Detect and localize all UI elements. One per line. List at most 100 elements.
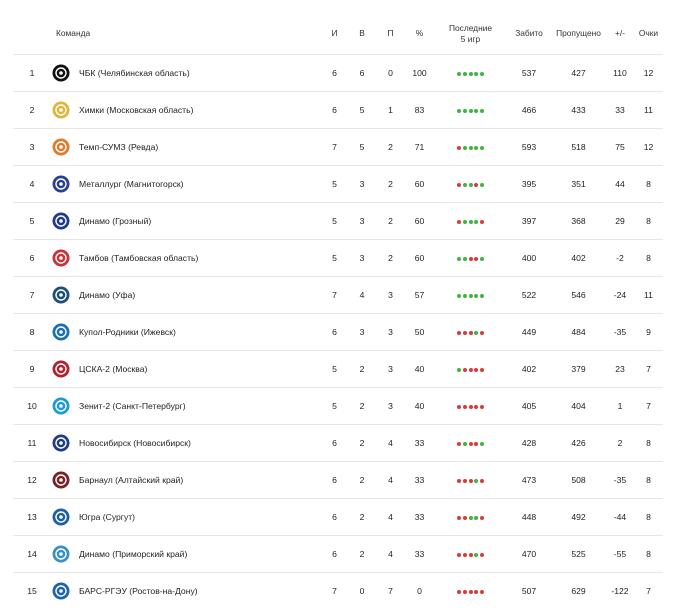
team-cell[interactable]: Югра (Сургут) <box>51 498 321 535</box>
team-name[interactable]: Югра (Сургут) <box>79 511 136 522</box>
team-name[interactable]: Динамо (Уфа) <box>79 289 136 300</box>
form-loss-dot <box>462 367 467 372</box>
form-win-dot <box>474 71 479 76</box>
form-win-dot <box>474 219 479 224</box>
team-cell[interactable]: Металлург (Магнитогорск) <box>51 165 321 202</box>
team-cell[interactable]: Динамо (Грозный) <box>51 202 321 239</box>
team-cell[interactable]: ЦСКА-2 (Москва) <box>51 350 321 387</box>
losses-cell: 7 <box>388 585 393 596</box>
losses-cell: 3 <box>388 363 393 374</box>
form-dots <box>457 478 484 483</box>
team-cell[interactable]: Барнаул (Алтайский край) <box>51 461 321 498</box>
team-name[interactable]: Новосибирск (Новосибирск) <box>79 437 191 448</box>
table-row[interactable]: 1 ЧБК (Челябинская область) 6 6 0 100 53… <box>13 54 663 91</box>
table-row[interactable]: 13 Югра (Сургут) 6 2 4 33 448 492 -44 8 <box>13 498 663 535</box>
team-name[interactable]: Химки (Московская область) <box>79 104 194 115</box>
scored-cell: 522 <box>521 289 537 300</box>
wins-cell: 5 <box>359 104 365 115</box>
team-name[interactable]: Тамбов (Тамбовская область) <box>79 252 199 263</box>
form-loss-dot <box>468 441 473 446</box>
team-cell[interactable]: Новосибирск (Новосибирск) <box>51 424 321 461</box>
table-row[interactable]: 14 Динамо (Приморский край) 6 2 4 33 470… <box>13 535 663 572</box>
diff-cell: 33 <box>615 104 625 115</box>
team-cell[interactable]: Динамо (Приморский край) <box>51 535 321 572</box>
team-name[interactable]: Динамо (Грозный) <box>79 215 152 226</box>
table-row[interactable]: 15 БАРС-РГЭУ (Ростов-на-Дону) 7 0 7 0 50… <box>13 572 663 609</box>
losses-header[interactable]: П <box>387 28 394 39</box>
position-cell: 2 <box>29 104 35 115</box>
position-cell: 6 <box>29 252 35 263</box>
table-row[interactable]: 7 Динамо (Уфа) 7 4 3 57 522 546 -24 11 <box>13 276 663 313</box>
points-header[interactable]: Очки <box>638 28 659 39</box>
last5-cell <box>434 239 507 276</box>
scored-cell: 473 <box>521 474 537 485</box>
team-name[interactable]: Купол-Родники (Ижевск) <box>79 326 176 337</box>
team-name[interactable]: Металлург (Магнитогорск) <box>79 178 184 189</box>
last5-cell <box>434 54 507 91</box>
team-cell[interactable]: Динамо (Уфа) <box>51 276 321 313</box>
team-name[interactable]: ЧБК (Челябинская область) <box>79 67 190 78</box>
scored-cell: 400 <box>521 252 537 263</box>
form-loss-dot <box>479 330 484 335</box>
team-cell[interactable]: Тамбов (Тамбовская область) <box>51 239 321 276</box>
table-row[interactable]: 12 Барнаул (Алтайский край) 6 2 4 33 473… <box>13 461 663 498</box>
form-loss-dot <box>457 589 462 594</box>
table-row[interactable]: 8 Купол-Родники (Ижевск) 6 3 3 50 449 48… <box>13 313 663 350</box>
scored-cell: 405 <box>521 400 537 411</box>
diff-header[interactable]: +/- <box>614 28 625 39</box>
team-cell[interactable]: БАРС-РГЭУ (Ростов-на-Дону) <box>51 572 321 609</box>
conceded-cell: 351 <box>571 178 586 189</box>
team-cell[interactable]: Купол-Родники (Ижевск) <box>51 313 321 350</box>
team-cell[interactable]: Зенит-2 (Санкт-Петербург) <box>51 387 321 424</box>
table-row[interactable]: 9 ЦСКА-2 (Москва) 5 2 3 40 402 379 23 7 <box>13 350 663 387</box>
form-loss-dot <box>457 478 462 483</box>
wins-header[interactable]: В <box>359 28 365 39</box>
form-win-dot <box>479 441 484 446</box>
scored-header[interactable]: Забито <box>515 28 543 39</box>
team-name[interactable]: Темп-СУМЗ (Ревда) <box>79 141 159 152</box>
conceded-header[interactable]: Пропущено <box>556 28 601 39</box>
form-win-dot <box>474 108 479 113</box>
last5-cell <box>434 387 507 424</box>
form-win-dot <box>479 145 484 150</box>
conceded-cell: 404 <box>571 400 586 411</box>
form-loss-dot <box>462 330 467 335</box>
games-cell: 7 <box>332 289 337 300</box>
table-row[interactable]: 11 Новосибирск (Новосибирск) 6 2 4 33 42… <box>13 424 663 461</box>
pct-cell: 33 <box>414 437 425 448</box>
points-cell: 8 <box>646 548 651 559</box>
table-row[interactable]: 10 Зенит-2 (Санкт-Петербург) 5 2 3 40 40… <box>13 387 663 424</box>
diff-cell: 75 <box>615 141 625 152</box>
team-cell[interactable]: Темп-СУМЗ (Ревда) <box>51 128 321 165</box>
novosibirsk-logo-icon <box>51 433 71 453</box>
games-cell: 5 <box>332 215 337 226</box>
games-cell: 7 <box>332 141 337 152</box>
form-loss-dot <box>468 330 473 335</box>
scored-cell: 395 <box>521 178 537 189</box>
team-name[interactable]: Зенит-2 (Санкт-Петербург) <box>79 400 186 411</box>
pct-header[interactable]: % <box>415 28 424 39</box>
cska-2-logo-icon <box>51 359 71 379</box>
points-cell: 9 <box>646 326 651 337</box>
team-header[interactable]: Команда <box>56 28 91 39</box>
form-loss-dot <box>479 589 484 594</box>
team-name[interactable]: Барнаул (Алтайский край) <box>79 474 184 485</box>
team-cell[interactable]: ЧБК (Челябинская область) <box>51 54 321 91</box>
table-row[interactable]: 4 Металлург (Магнитогорск) 5 3 2 60 395 … <box>13 165 663 202</box>
team-name[interactable]: ЦСКА-2 (Москва) <box>79 363 148 374</box>
team-cell[interactable]: Химки (Московская область) <box>51 91 321 128</box>
diff-cell: 110 <box>613 67 627 78</box>
last5-cell <box>434 91 507 128</box>
games-header[interactable]: И <box>331 28 338 39</box>
position-cell: 13 <box>27 511 37 522</box>
team-name[interactable]: Динамо (Приморский край) <box>79 548 188 559</box>
table-row[interactable]: 3 Темп-СУМЗ (Ревда) 7 5 2 71 593 518 75 … <box>13 128 663 165</box>
table-row[interactable]: 6 Тамбов (Тамбовская область) 5 3 2 60 4… <box>13 239 663 276</box>
games-cell: 7 <box>332 585 337 596</box>
table-row[interactable]: 2 Химки (Московская область) 6 5 1 83 46… <box>13 91 663 128</box>
table-row[interactable]: 5 Динамо (Грозный) 5 3 2 60 397 368 29 8 <box>13 202 663 239</box>
team-name[interactable]: БАРС-РГЭУ (Ростов-на-Дону) <box>79 585 198 596</box>
form-win-dot <box>457 71 462 76</box>
games-cell: 5 <box>332 178 337 189</box>
